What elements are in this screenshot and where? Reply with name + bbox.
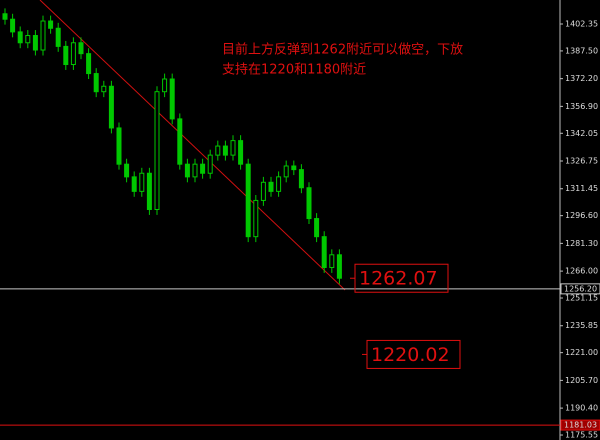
- annotation: 目前上方反弹到1262附近可以做空，下放: [222, 42, 463, 58]
- candle-body: [2, 13, 8, 20]
- y-tick-label: 1326.75: [565, 157, 598, 166]
- annotation: 支持在1220和1180附近: [222, 63, 366, 78]
- candle-body: [116, 127, 122, 165]
- candle-body: [222, 145, 228, 156]
- y-tick-label: 1311.45: [565, 184, 598, 193]
- price-box-label: 1220.02: [371, 344, 450, 366]
- level-label-box: [560, 419, 600, 431]
- y-tick-label: 1205.70: [565, 376, 598, 385]
- candle-body: [169, 78, 175, 120]
- candle-body: [276, 176, 282, 192]
- candle-body: [78, 42, 84, 55]
- candle-body: [70, 42, 76, 66]
- trend-line: [39, 0, 346, 291]
- candle-body: [48, 20, 54, 29]
- y-tick-label: 1251.15: [565, 294, 598, 303]
- candle-body: [245, 163, 251, 238]
- candle-body: [93, 73, 99, 93]
- candle-body: [124, 163, 130, 178]
- y-tick-label: 1387.50: [565, 46, 598, 55]
- candle-body: [291, 165, 297, 171]
- candle-body: [200, 163, 206, 174]
- candle-body: [32, 35, 38, 51]
- y-tick-label: 1235.85: [565, 321, 598, 330]
- y-tick-label: 1190.40: [565, 404, 598, 413]
- candle-body: [17, 31, 23, 44]
- candle-body: [260, 181, 266, 201]
- candle-body: [108, 85, 114, 129]
- y-tick-label: 1356.90: [565, 102, 598, 111]
- candle-body: [306, 187, 312, 220]
- candle-body: [283, 165, 289, 178]
- y-tick-label: 1221.00: [565, 348, 598, 357]
- candle-body: [131, 176, 137, 192]
- candle-body: [230, 140, 236, 156]
- candle-body: [298, 169, 304, 189]
- candle-body: [139, 172, 145, 192]
- candle-body: [162, 78, 168, 93]
- candle-body: [207, 154, 213, 174]
- candle-body: [40, 20, 46, 51]
- candle-body: [329, 254, 335, 268]
- level-label: 1256.20: [564, 284, 597, 293]
- level-label-box: [560, 283, 600, 295]
- candle-body: [215, 145, 221, 156]
- candle-body: [253, 199, 259, 238]
- candle-body: [101, 85, 107, 93]
- y-tick-label: 1402.35: [565, 20, 598, 29]
- y-tick-label: 1372.20: [565, 74, 598, 83]
- candle-body: [55, 27, 61, 47]
- y-tick-label: 1281.30: [565, 239, 598, 248]
- candle-body: [336, 254, 342, 279]
- candle-body: [146, 172, 152, 210]
- candle-body: [63, 45, 69, 66]
- candle-body: [192, 163, 198, 178]
- candle-body: [238, 140, 244, 165]
- candle-body: [268, 181, 274, 192]
- price-box-label: 1262.07: [359, 268, 438, 290]
- candle-body: [154, 91, 160, 210]
- y-tick-label: 1175.55: [565, 431, 598, 440]
- y-tick-label: 1266.00: [565, 267, 598, 276]
- level-label: 1181.03: [564, 421, 597, 430]
- candle-body: [177, 118, 183, 165]
- price-box: [366, 339, 461, 369]
- candle-body: [321, 236, 327, 268]
- candle-body: [10, 18, 16, 33]
- y-tick-label: 1296.60: [565, 211, 598, 220]
- price-box: [354, 263, 449, 293]
- candle-body: [314, 218, 320, 238]
- y-tick-label: 1342.05: [565, 129, 598, 138]
- candle-body: [184, 163, 190, 178]
- candle-body: [86, 53, 92, 75]
- candle-body: [25, 35, 31, 44]
